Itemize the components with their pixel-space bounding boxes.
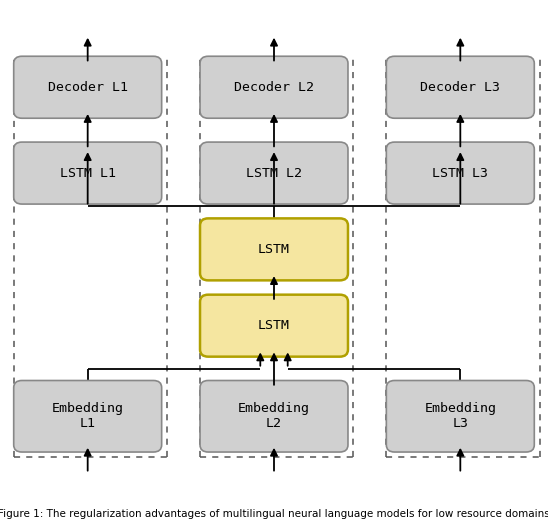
Text: LSTM L1: LSTM L1 (60, 167, 116, 180)
Text: Figure 1: The regularization advantages of multilingual neural language models f: Figure 1: The regularization advantages … (0, 509, 548, 519)
Text: LSTM: LSTM (258, 243, 290, 256)
Text: LSTM L3: LSTM L3 (432, 167, 488, 180)
Text: Embedding
L1: Embedding L1 (52, 402, 124, 430)
Text: Embedding
L2: Embedding L2 (238, 402, 310, 430)
FancyBboxPatch shape (14, 56, 162, 118)
Text: LSTM: LSTM (258, 319, 290, 332)
FancyBboxPatch shape (200, 294, 348, 357)
FancyBboxPatch shape (386, 380, 534, 452)
FancyBboxPatch shape (200, 56, 348, 118)
FancyBboxPatch shape (14, 380, 162, 452)
FancyBboxPatch shape (14, 142, 162, 204)
Text: Decoder L1: Decoder L1 (48, 81, 128, 94)
FancyBboxPatch shape (200, 219, 348, 280)
FancyBboxPatch shape (386, 56, 534, 118)
Text: LSTM L2: LSTM L2 (246, 167, 302, 180)
FancyBboxPatch shape (200, 380, 348, 452)
Text: Decoder L2: Decoder L2 (234, 81, 314, 94)
Text: Decoder L3: Decoder L3 (420, 81, 500, 94)
Text: Embedding
L3: Embedding L3 (424, 402, 496, 430)
FancyBboxPatch shape (200, 142, 348, 204)
FancyBboxPatch shape (386, 142, 534, 204)
